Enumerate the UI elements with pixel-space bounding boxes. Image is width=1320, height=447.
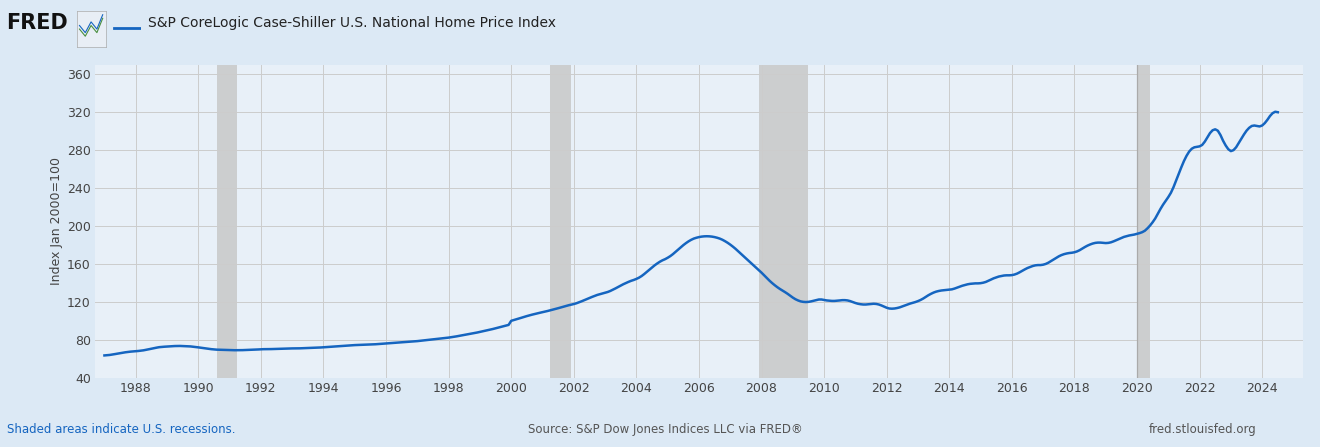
Bar [216,65,238,378]
Text: S&P CoreLogic Case-Shiller U.S. National Home Price Index: S&P CoreLogic Case-Shiller U.S. National… [148,16,556,30]
Text: Source: S&P Dow Jones Indices LLC via FRED®: Source: S&P Dow Jones Indices LLC via FR… [528,423,803,436]
Text: fred.stlouisfed.org: fred.stlouisfed.org [1148,423,1257,436]
Bar [1137,65,1150,378]
Y-axis label: Index Jan 2000=100: Index Jan 2000=100 [50,157,63,285]
Text: Shaded areas indicate U.S. recessions.: Shaded areas indicate U.S. recessions. [7,423,235,436]
Text: FRED: FRED [7,13,69,34]
Bar [759,65,808,378]
Bar [550,65,572,378]
